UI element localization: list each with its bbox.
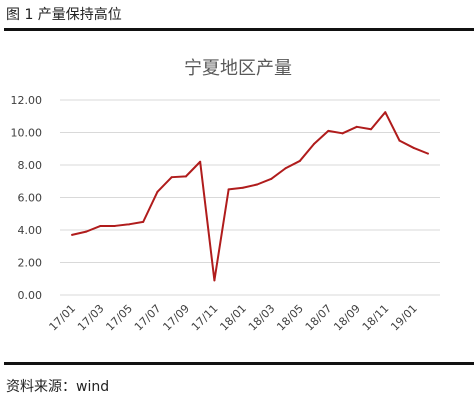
y-tick-label: 2.00: [18, 257, 43, 270]
gridlines: [60, 99, 440, 296]
y-tick-label: 10.00: [11, 127, 43, 140]
data-point: [127, 223, 130, 226]
x-tick-label: 19/01: [388, 302, 420, 334]
x-tick-label: 18/01: [217, 302, 249, 334]
x-tick-label: 18/03: [246, 302, 278, 334]
data-point: [341, 132, 344, 135]
data-point: [142, 220, 145, 223]
data-point: [213, 279, 216, 282]
source-note: 资料来源：wind: [6, 379, 110, 395]
x-tick-label: 17/01: [47, 302, 79, 334]
y-tick-label: 4.00: [18, 224, 43, 237]
data-point: [427, 152, 429, 155]
data-point: [199, 160, 202, 163]
data-point: [355, 125, 358, 128]
data-point: [241, 186, 244, 189]
y-tick-label: 6.00: [18, 192, 43, 205]
x-axis-ticks: 17/0117/0317/0517/0717/0917/1118/0118/03…: [47, 302, 420, 334]
data-point: [384, 111, 387, 114]
y-tick-label: 12.00: [11, 94, 43, 107]
data-point: [170, 176, 173, 179]
data-point: [398, 139, 401, 142]
x-tick-label: 17/09: [160, 302, 192, 334]
data-point: [71, 233, 73, 236]
data-point: [184, 175, 187, 178]
data-point: [412, 146, 415, 149]
data-point: [270, 177, 273, 180]
top-rule: [4, 28, 474, 31]
series-line: [71, 111, 429, 282]
y-axis-ticks: 0.00 2.00 4.00 6.00 8.00 10.00 12.00: [11, 94, 43, 302]
chart-title: 宁夏地区产量: [184, 58, 292, 79]
data-point: [284, 167, 287, 170]
x-tick-label: 17/03: [75, 302, 107, 334]
data-point: [113, 224, 116, 227]
x-tick-label: 18/05: [274, 302, 306, 334]
bottom-rule: [4, 362, 474, 365]
y-tick-label: 8.00: [18, 159, 43, 172]
data-point: [298, 159, 301, 162]
figure-caption: 图 1 产量保持高位: [6, 7, 122, 23]
data-point: [256, 183, 259, 186]
x-tick-label: 18/11: [360, 302, 392, 334]
data-point: [313, 142, 316, 145]
x-tick-label: 18/07: [303, 302, 335, 334]
x-tick-label: 17/05: [103, 302, 135, 334]
series-group: [71, 111, 429, 282]
data-point: [99, 224, 102, 227]
data-point: [85, 230, 88, 233]
data-point: [327, 129, 330, 132]
data-point: [227, 188, 230, 191]
x-tick-label: 17/11: [189, 302, 221, 334]
y-tick-label: 0.00: [18, 289, 43, 302]
x-tick-label: 18/09: [331, 302, 363, 334]
data-point: [370, 128, 373, 131]
x-tick-label: 17/07: [132, 302, 164, 334]
line-chart: 宁夏地区产量 0.00 2.00 4.00 6.00 8.00 10.00 12.00 17…: [11, 58, 440, 334]
data-point: [156, 190, 159, 193]
